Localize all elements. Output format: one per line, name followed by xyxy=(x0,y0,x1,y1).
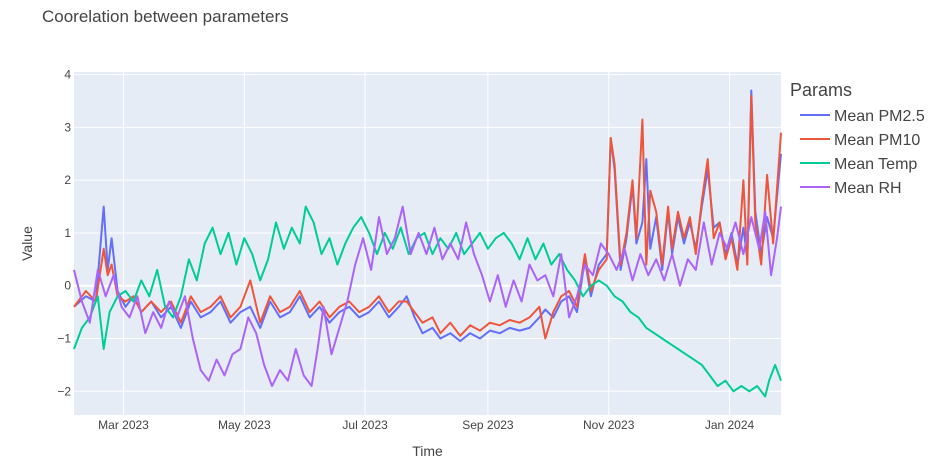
x-tick-label: May 2023 xyxy=(218,418,271,432)
x-tick-label: Nov 2023 xyxy=(583,418,635,432)
series-line-mean-temp xyxy=(73,205,782,398)
legend-title: Params xyxy=(790,80,852,100)
x-axis-title: Time xyxy=(412,443,443,459)
y-tick-label: −1 xyxy=(57,331,71,345)
x-tick-labels: Mar 2023 May 2023 Jul 2023 Sep 2023 Nov 2023… xyxy=(98,418,754,432)
x-tick-label: Jan 2024 xyxy=(705,418,755,432)
legend-label: Mean PM2.5 xyxy=(834,108,925,125)
legend-label: Mean RH xyxy=(834,180,902,197)
x-tick-label: Jul 2023 xyxy=(342,418,388,432)
y-tick-label: 2 xyxy=(64,173,71,187)
series-line-mean-pm10 xyxy=(73,94,782,340)
y-tick-labels: 4 3 2 1 0 −1 −2 xyxy=(57,68,71,399)
legend-item-mean-pm10[interactable]: Mean PM10 xyxy=(800,132,920,149)
y-tick-label: 4 xyxy=(64,68,71,82)
y-axis-title: Value xyxy=(19,226,35,261)
series-line-mean-rh xyxy=(73,205,782,387)
x-tick-label: Sep 2023 xyxy=(462,418,514,432)
y-tick-label: 1 xyxy=(64,226,71,240)
legend[interactable]: Params Mean PM2.5 Mean PM10 Mean Temp Mean … xyxy=(790,80,925,197)
series-lines xyxy=(73,89,782,398)
legend-label: Mean PM10 xyxy=(834,132,920,149)
y-tick-label: −2 xyxy=(57,384,71,398)
legend-item-mean-rh[interactable]: Mean RH xyxy=(800,180,902,197)
chart-title: Coorelation between parameters xyxy=(42,7,289,26)
x-tick-label: Mar 2023 xyxy=(98,418,149,432)
legend-item-mean-temp[interactable]: Mean Temp xyxy=(800,156,917,173)
y-tick-label: 3 xyxy=(64,120,71,134)
legend-item-mean-pm2-5[interactable]: Mean PM2.5 xyxy=(800,108,925,125)
y-tick-label: 0 xyxy=(64,279,71,293)
legend-label: Mean Temp xyxy=(834,156,917,173)
